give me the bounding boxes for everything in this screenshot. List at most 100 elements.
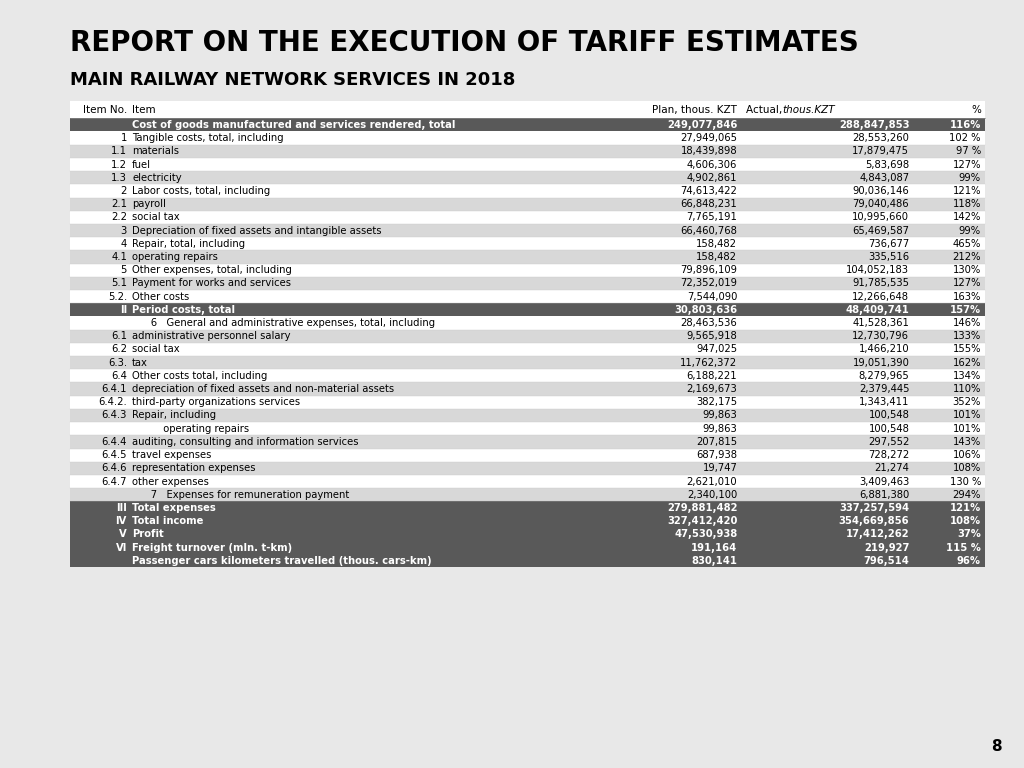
Text: 6.4.1: 6.4.1 <box>101 384 127 394</box>
Text: Total income: Total income <box>132 516 204 526</box>
Text: Depreciation of fixed assets and intangible assets: Depreciation of fixed assets and intangi… <box>132 226 382 236</box>
Text: REPORT ON THE EXECUTION OF TARIFF ESTIMATES: REPORT ON THE EXECUTION OF TARIFF ESTIMA… <box>70 29 858 57</box>
Text: Period costs, total: Period costs, total <box>132 305 236 315</box>
Text: 2,169,673: 2,169,673 <box>686 384 737 394</box>
Text: 155%: 155% <box>952 344 981 355</box>
Text: 4: 4 <box>121 239 127 249</box>
Text: Actual,: Actual, <box>746 104 786 115</box>
Text: social tax: social tax <box>132 344 180 355</box>
Text: 96%: 96% <box>957 556 981 566</box>
Text: 191,164: 191,164 <box>691 542 737 553</box>
Text: 48,409,741: 48,409,741 <box>846 305 909 315</box>
Text: social tax: social tax <box>132 212 180 223</box>
Text: representation expenses: representation expenses <box>132 463 256 473</box>
Text: V: V <box>119 529 127 539</box>
Text: 104,052,183: 104,052,183 <box>846 265 909 275</box>
Text: 79,040,486: 79,040,486 <box>853 199 909 209</box>
Text: other expenses: other expenses <box>132 476 209 487</box>
Text: 158,482: 158,482 <box>696 239 737 249</box>
Text: 19,747: 19,747 <box>702 463 737 473</box>
Text: thous.KZT: thous.KZT <box>782 104 835 115</box>
Text: Item: Item <box>132 104 156 115</box>
Text: 6.4.5: 6.4.5 <box>101 450 127 460</box>
Text: 4,606,306: 4,606,306 <box>687 160 737 170</box>
Text: 99,863: 99,863 <box>702 424 737 434</box>
Text: 1,466,210: 1,466,210 <box>859 344 909 355</box>
Text: Cost of goods manufactured and services rendered, total: Cost of goods manufactured and services … <box>132 120 456 130</box>
Text: 102 %: 102 % <box>949 133 981 143</box>
Text: 1.1: 1.1 <box>111 146 127 157</box>
Text: 101%: 101% <box>952 424 981 434</box>
Text: 3,409,463: 3,409,463 <box>859 476 909 487</box>
Text: Tangible costs, total, including: Tangible costs, total, including <box>132 133 284 143</box>
Text: 212%: 212% <box>952 252 981 262</box>
Text: Other expenses, total, including: Other expenses, total, including <box>132 265 292 275</box>
Text: 47,530,938: 47,530,938 <box>674 529 737 539</box>
Text: 288,847,853: 288,847,853 <box>839 120 909 130</box>
Text: 207,815: 207,815 <box>696 437 737 447</box>
Text: Passenger cars kilometers travelled (thous. cars-km): Passenger cars kilometers travelled (tho… <box>132 556 432 566</box>
Text: 121%: 121% <box>949 503 981 513</box>
Text: 7,765,191: 7,765,191 <box>686 212 737 223</box>
Text: 90,036,146: 90,036,146 <box>853 186 909 196</box>
Text: 337,257,594: 337,257,594 <box>840 503 909 513</box>
Text: 127%: 127% <box>952 160 981 170</box>
Text: Repair, total, including: Repair, total, including <box>132 239 245 249</box>
Text: 9,565,918: 9,565,918 <box>686 331 737 341</box>
Text: Other costs total, including: Other costs total, including <box>132 371 267 381</box>
Text: 72,352,019: 72,352,019 <box>680 278 737 289</box>
Text: 163%: 163% <box>952 292 981 302</box>
Text: operating repairs: operating repairs <box>132 252 218 262</box>
Text: VI: VI <box>116 542 127 553</box>
Text: 4,902,861: 4,902,861 <box>687 173 737 183</box>
Text: 118%: 118% <box>952 199 981 209</box>
Text: 4.1: 4.1 <box>111 252 127 262</box>
Text: 100,548: 100,548 <box>868 424 909 434</box>
Text: 12,266,648: 12,266,648 <box>852 292 909 302</box>
Text: 21,274: 21,274 <box>874 463 909 473</box>
Text: 28,463,536: 28,463,536 <box>681 318 737 328</box>
Text: 108%: 108% <box>950 516 981 526</box>
Text: 91,785,535: 91,785,535 <box>852 278 909 289</box>
Text: 30,803,636: 30,803,636 <box>674 305 737 315</box>
Text: 65,469,587: 65,469,587 <box>852 226 909 236</box>
Text: 6.4: 6.4 <box>111 371 127 381</box>
Text: Repair, including: Repair, including <box>132 410 216 421</box>
Text: Profit: Profit <box>132 529 164 539</box>
Text: electricity: electricity <box>132 173 181 183</box>
Text: 2,621,010: 2,621,010 <box>687 476 737 487</box>
Text: 2.2: 2.2 <box>111 212 127 223</box>
Text: 18,439,898: 18,439,898 <box>681 146 737 157</box>
Text: 28,553,260: 28,553,260 <box>852 133 909 143</box>
Text: 146%: 146% <box>952 318 981 328</box>
Text: 101%: 101% <box>952 410 981 421</box>
Text: 99,863: 99,863 <box>702 410 737 421</box>
Text: auditing, consulting and information services: auditing, consulting and information ser… <box>132 437 358 447</box>
Text: 116%: 116% <box>949 120 981 130</box>
Text: 130%: 130% <box>952 265 981 275</box>
Text: 4,843,087: 4,843,087 <box>859 173 909 183</box>
Text: payroll: payroll <box>132 199 166 209</box>
Text: 2: 2 <box>121 186 127 196</box>
Text: 796,514: 796,514 <box>863 556 909 566</box>
Text: 11,762,372: 11,762,372 <box>680 358 737 368</box>
Text: 5.1: 5.1 <box>111 278 127 289</box>
Text: 6.4.4: 6.4.4 <box>101 437 127 447</box>
Text: 382,175: 382,175 <box>696 397 737 407</box>
Text: fuel: fuel <box>132 160 152 170</box>
Text: 27,949,065: 27,949,065 <box>680 133 737 143</box>
Text: 335,516: 335,516 <box>868 252 909 262</box>
Text: 6.3.: 6.3. <box>108 358 127 368</box>
Text: 6,188,221: 6,188,221 <box>687 371 737 381</box>
Text: 249,077,846: 249,077,846 <box>667 120 737 130</box>
Text: 6.1: 6.1 <box>111 331 127 341</box>
Text: 7   Expenses for remuneration payment: 7 Expenses for remuneration payment <box>132 490 349 500</box>
Text: 6.4.6: 6.4.6 <box>101 463 127 473</box>
Text: 352%: 352% <box>952 397 981 407</box>
Text: 127%: 127% <box>952 278 981 289</box>
Text: II: II <box>120 305 127 315</box>
Text: Plan, thous. KZT: Plan, thous. KZT <box>652 104 737 115</box>
Text: third-party organizations services: third-party organizations services <box>132 397 300 407</box>
Text: 1: 1 <box>121 133 127 143</box>
Text: 7,544,090: 7,544,090 <box>687 292 737 302</box>
